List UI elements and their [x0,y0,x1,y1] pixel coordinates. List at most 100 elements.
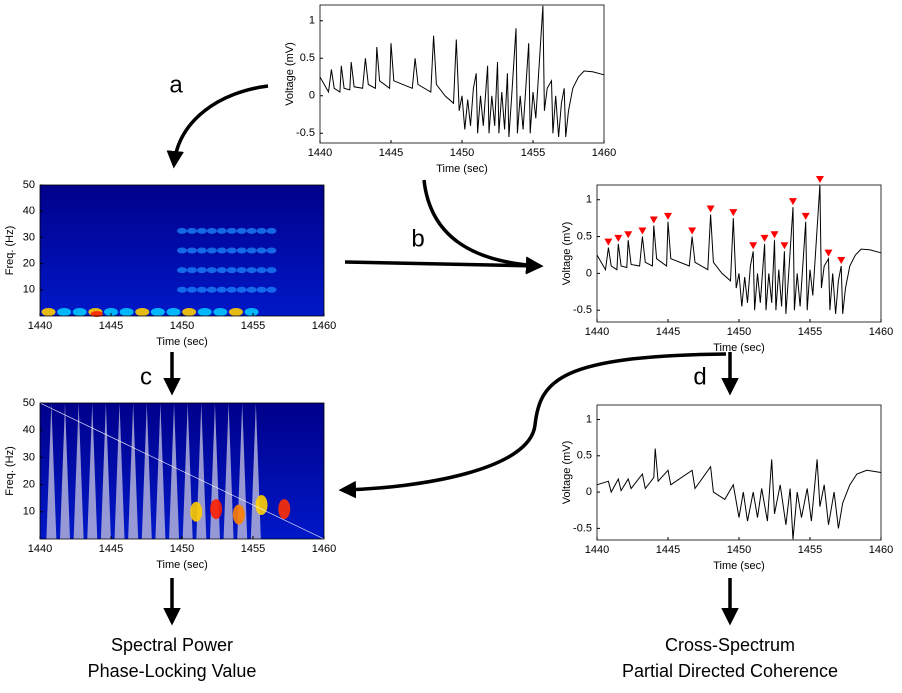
x-axis-label: Time (sec) [436,163,488,175]
y-tick-label: 0 [586,486,592,498]
spectrogram-blob [119,308,134,316]
x-tick-label: 1455 [798,544,822,556]
peak-marker [729,209,738,217]
spectrogram-blob [246,267,257,274]
spectrogram-blob [236,286,247,293]
spectrogram-blob [266,286,277,293]
spectrogram-blob [166,308,181,316]
spectrogram-blob [226,247,237,254]
y-tick-label: 10 [23,506,35,518]
spectrogram-blob [206,267,217,274]
spectrogram-blob [226,286,237,293]
spectrogram-blob [266,267,277,274]
spectrogram-blob [266,227,277,234]
spectrogram-blob [236,227,247,234]
x-axis-label: Time (sec) [713,342,765,354]
x-tick-label: 1450 [170,543,194,555]
spectrogram-blob [278,499,291,520]
coi-spike [223,403,234,539]
spectrogram-blob [226,267,237,274]
step-label: b [411,225,424,252]
peak-marker [824,249,833,257]
trace [319,5,605,138]
spectrogram-blob [177,267,187,274]
peak-marker [801,212,810,220]
coi-spike [128,403,139,539]
output-label: Cross-Spectrum [665,635,795,655]
peak-marker [760,234,769,242]
spectrogram-blob [216,247,227,254]
spectrogram-blob [256,247,267,254]
spectrogram-blob [246,286,257,293]
y-tick-label: -0.5 [573,304,592,316]
spectrogram-blob [246,227,257,234]
spectrogram-blob [196,286,207,293]
spectrogram-blob [186,247,197,254]
spectrogram-blob [256,227,267,234]
step-label: d [693,363,706,390]
spectrogram-blob [236,247,247,254]
coi-spike [46,403,57,539]
x-tick-label: 1450 [727,326,751,338]
spectrogram-blob [228,308,243,316]
y-tick-label: 40 [23,205,35,217]
axes-box [319,4,605,144]
coi-spike [155,403,166,539]
spectrogram-blob [210,499,223,520]
spectrogram-blob [182,308,197,316]
peak-marker [837,257,846,265]
step-label: a [169,71,183,98]
spectrogram-blob [216,267,227,274]
spectrogram-blob [186,267,197,274]
y-tick-label: 1 [586,413,592,425]
spectrogram-blob [246,247,257,254]
x-tick-label: 1440 [308,147,332,159]
y-tick-label: 0 [586,267,592,279]
spectrogram-blob [216,286,227,293]
arrow-a [166,84,269,169]
x-axis-label: Time (sec) [713,560,765,572]
x-tick-label: 1445 [99,320,123,332]
x-tick-label: 1445 [656,326,680,338]
spectrogram-blob [213,308,228,316]
spectrogram-blob [177,247,187,254]
x-tick-label: 1445 [656,544,680,556]
peak-marker [780,242,789,250]
y-axis-label: Freq. (Hz) [4,226,16,276]
x-tick-label: 1455 [241,543,265,555]
output-label: Phase-Locking Value [88,661,257,681]
spectrogram-blob [150,308,165,316]
spectrogram-blob [244,308,259,316]
y-axis-label: Freq. (Hz) [4,446,16,496]
spectrogram-blob [196,267,207,274]
spectrogram-blob [90,311,103,317]
x-tick-label: 1450 [727,544,751,556]
axes-box [596,404,882,541]
y-tick-label: 30 [23,231,35,243]
x-tick-label: 1460 [869,544,893,556]
coi-spike [59,403,70,539]
y-tick-label: 20 [23,258,35,270]
x-tick-label: 1455 [521,147,545,159]
x-tick-label: 1460 [869,326,893,338]
peak-marker [649,216,658,224]
spectrogram-blob [196,227,207,234]
spectrogram-blob [216,227,227,234]
spectrogram-blob [206,227,217,234]
coi-spike [73,403,84,539]
peak-marker [664,212,672,220]
spectrogram-blob [190,501,203,522]
y-tick-label: 1 [309,15,315,27]
x-tick-label: 1460 [312,543,336,555]
peak-marker [788,198,797,206]
y-tick-label: -0.5 [296,127,315,139]
peak-marker [688,227,697,235]
x-axis-label: Time (sec) [156,559,208,571]
spectrogram-blob [196,247,207,254]
x-tick-label: 1440 [28,320,52,332]
coi-spike [87,403,98,539]
peak-marker [815,176,824,183]
y-tick-label: 40 [23,424,35,436]
peak-marker [770,231,779,239]
x-tick-label: 1455 [798,326,822,338]
